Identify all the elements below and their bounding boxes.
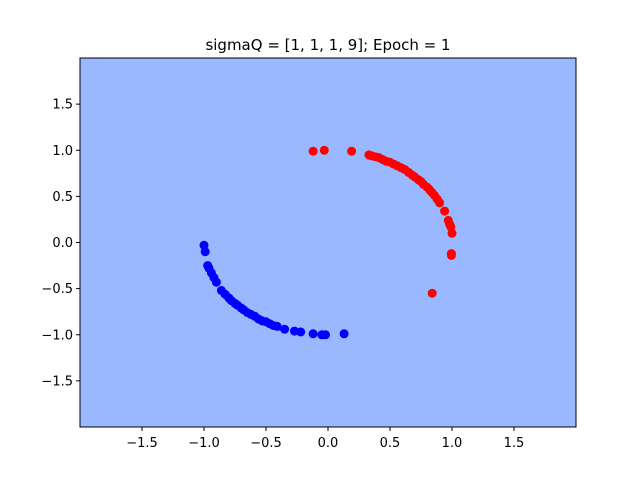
x-tick-label: 1.0 [442, 436, 463, 451]
scatter-point-s0-1 [319, 145, 329, 155]
x-axis: −1.5 −1.0 −0.5 0.0 0.5 1.0 1.5 [126, 427, 524, 451]
scatter-point-s0-2 [347, 146, 357, 156]
points-layer [199, 145, 457, 340]
scatter-point-s1-23 [272, 321, 282, 331]
y-tick-label: −1.0 [41, 328, 73, 343]
y-tick-label: 0.0 [52, 236, 73, 251]
scatter-point-s1-27 [308, 329, 318, 339]
scatter-point-s1-6 [211, 277, 221, 287]
x-tick-label: −1.5 [126, 436, 158, 451]
scatter-point-s1-1 [200, 247, 210, 257]
plot-background [80, 58, 576, 427]
scatter-point-s0-30 [447, 228, 457, 238]
x-tick-label: 0.0 [318, 436, 339, 451]
scatter-point-s1-29 [321, 330, 330, 340]
scatter-point-s0-25 [435, 198, 445, 208]
scatter-point-s1-24 [280, 324, 290, 334]
scatter-point-s1-30 [339, 329, 349, 339]
y-tick-label: −1.5 [41, 374, 73, 389]
y-tick-label: 1.5 [52, 98, 73, 113]
y-tick-label: 1.0 [52, 144, 73, 159]
y-axis: −1.5 −1.0 −0.5 0.0 0.5 1.0 1.5 [41, 98, 80, 389]
scatter-point-s0-32 [446, 250, 456, 260]
scatter-point-s1-26 [296, 327, 306, 337]
chart-title: sigmaQ = [1, 1, 1, 9]; Epoch = 1 [205, 36, 450, 54]
y-tick-label: −0.5 [41, 282, 73, 297]
y-tick-label: 0.5 [52, 190, 73, 205]
x-tick-label: 1.5 [504, 436, 525, 451]
scatter-point-s0-0 [308, 146, 318, 156]
scatter-point-s0-26 [440, 206, 450, 216]
scatter-point-s0-33 [427, 288, 437, 298]
x-tick-label: −1.0 [188, 436, 220, 451]
x-tick-label: −0.5 [250, 436, 282, 451]
x-tick-label: 0.5 [380, 436, 401, 451]
